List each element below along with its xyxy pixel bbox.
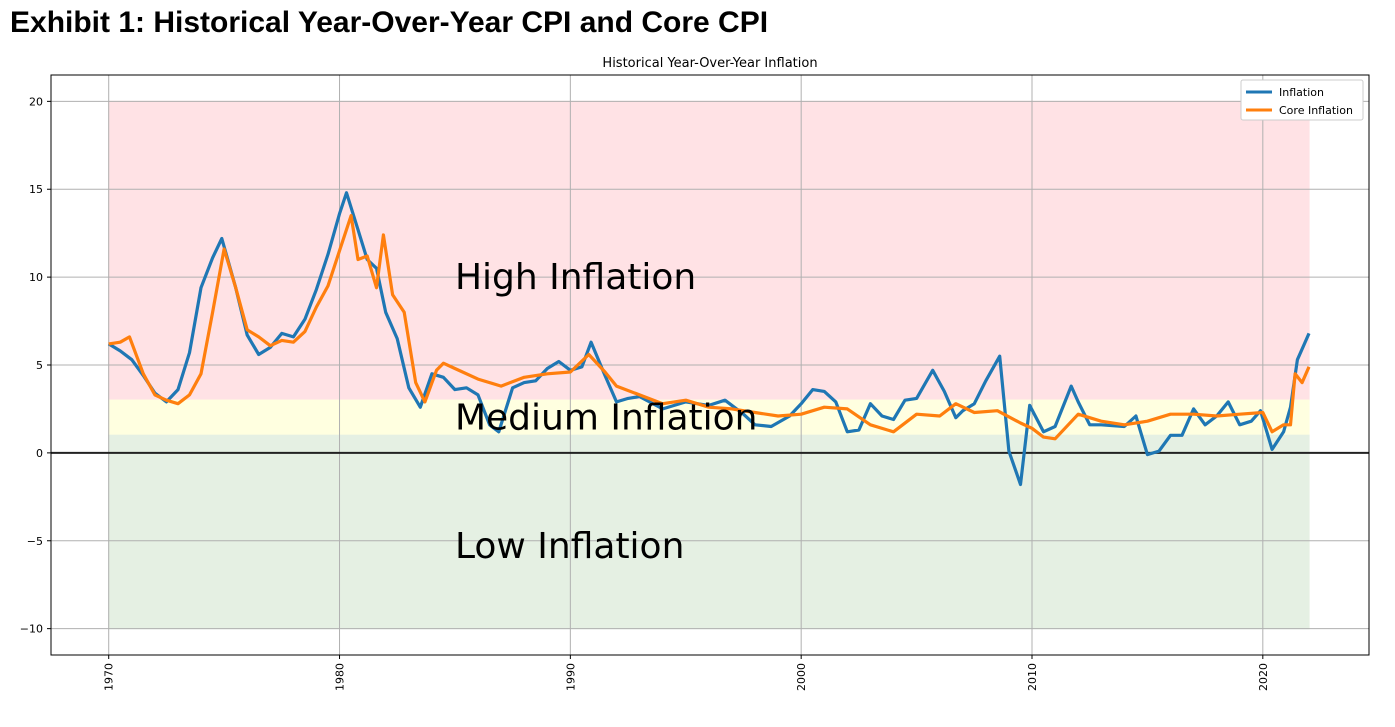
y-tick-label: 0 [36, 447, 43, 460]
zone-label: Low Inflation [455, 526, 684, 567]
grid [51, 75, 1369, 655]
legend: Inflation Core Inflation [1240, 79, 1364, 121]
zone-0 [108, 100, 1310, 401]
series-lines [107, 191, 1311, 487]
chart-title: Historical Year-Over-Year Inflation [602, 56, 817, 71]
x-tick-label: 2000 [795, 663, 808, 691]
x-tick-label: 1980 [334, 663, 347, 691]
zone-label: Medium Inflation [455, 398, 758, 439]
zones [108, 100, 1310, 630]
y-tick-label: −10 [20, 623, 43, 636]
legend-label: Inflation [1279, 86, 1324, 99]
series-line-core-inflation [108, 214, 1311, 441]
y-tick-label: 5 [36, 359, 43, 372]
plot-frame [50, 74, 1370, 656]
zone-2 [108, 434, 1310, 630]
x-tick-label: 1990 [564, 663, 577, 691]
y-tick-label: 15 [29, 183, 43, 196]
y-tick-label: −5 [27, 535, 43, 548]
y-tick-label: 10 [29, 271, 43, 284]
zone-labels: High Inflation Medium Inflation Low Inflat… [455, 257, 758, 567]
tick-labels: 1970 1980 1990 2000 2010 2020 −10 −5 0 5 10 15 20 [20, 95, 1270, 691]
y-tick-label: 20 [29, 95, 43, 108]
x-tick-label: 2010 [1026, 663, 1039, 691]
exhibit-title: Exhibit 1: Historical Year-Over-Year CPI… [10, 6, 769, 39]
x-tick-label: 2020 [1257, 663, 1270, 691]
legend-label: Core Inflation [1279, 104, 1353, 117]
zone-label: High Inflation [455, 257, 696, 298]
x-tick-label: 1970 [103, 663, 116, 691]
